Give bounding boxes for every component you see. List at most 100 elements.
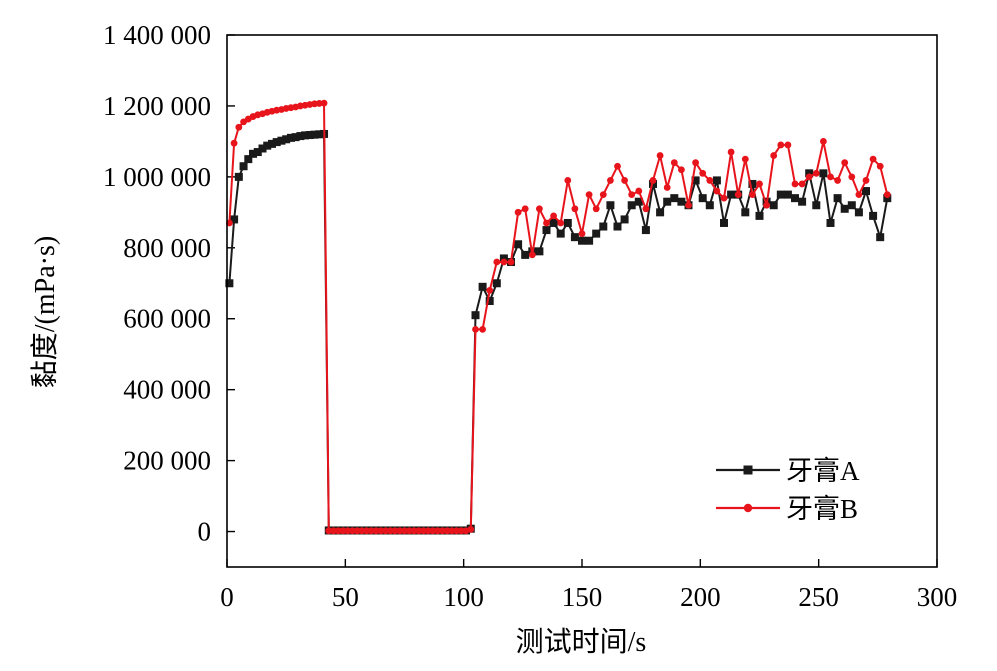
data-point [869, 155, 877, 163]
data-point [627, 201, 636, 210]
data-point [263, 141, 272, 150]
data-point [578, 236, 586, 245]
data-point [272, 138, 281, 147]
data-point [543, 219, 550, 227]
data-point [833, 194, 842, 203]
data-point [763, 201, 770, 209]
data-point [267, 139, 276, 148]
data-point [663, 184, 671, 191]
data-point [472, 325, 479, 333]
series-layer [225, 99, 892, 535]
data-point [805, 169, 814, 178]
data-point [521, 205, 529, 213]
data-point [570, 233, 579, 242]
data-point [320, 99, 328, 107]
data-point [291, 133, 300, 142]
data-point [479, 325, 486, 333]
legend-marker-b [743, 503, 753, 513]
data-point [720, 194, 728, 202]
data-point [685, 201, 692, 209]
x-tick-label: 150 [562, 582, 603, 612]
data-point [749, 191, 756, 199]
data-point [634, 197, 643, 206]
data-point [876, 162, 884, 170]
data-point [420, 527, 427, 535]
data-point [727, 190, 736, 199]
x-axis-label: 测试时间/s [516, 626, 647, 658]
data-point [713, 187, 721, 195]
data-point [349, 527, 356, 535]
data-point [225, 279, 234, 288]
y-tick-label: 1 000 000 [103, 162, 211, 192]
data-point [550, 212, 557, 220]
data-point [869, 211, 878, 220]
series-b [225, 99, 891, 535]
data-point [500, 258, 508, 266]
data-point [769, 201, 778, 210]
data-point [339, 527, 347, 535]
data-point [244, 155, 253, 164]
data-point [805, 173, 813, 181]
data-point [325, 527, 333, 535]
data-point [748, 179, 757, 188]
data-point [841, 159, 849, 167]
data-point [415, 527, 423, 535]
y-tick-label: 600 000 [123, 304, 211, 334]
y-axis-label: 黏度/(mPa·s) [29, 236, 61, 388]
data-point [706, 177, 714, 184]
data-point [310, 130, 319, 139]
data-point [493, 258, 501, 266]
x-tick-label: 0 [220, 582, 234, 612]
data-point [434, 527, 442, 535]
data-point [862, 187, 870, 196]
data-point [727, 148, 735, 156]
data-point [820, 138, 827, 145]
data-point [536, 205, 543, 213]
data-point [234, 172, 243, 181]
y-tick-label: 1 200 000 [103, 91, 211, 121]
data-point [656, 208, 665, 217]
data-point [783, 190, 792, 199]
data-point [621, 177, 628, 184]
data-point [585, 236, 594, 245]
data-point [330, 527, 337, 535]
data-point [691, 176, 700, 185]
data-point [798, 197, 807, 206]
data-point [777, 141, 785, 149]
y-tick-label: 200 000 [123, 446, 211, 476]
data-point [712, 176, 721, 185]
data-point [649, 177, 657, 184]
data-point [564, 177, 572, 184]
data-point [438, 527, 446, 535]
data-point [734, 191, 742, 199]
data-point [230, 215, 239, 224]
data-point [656, 152, 664, 159]
data-point [741, 208, 750, 217]
data-point [301, 131, 310, 140]
data-point [535, 247, 544, 256]
data-point [883, 191, 891, 199]
data-point [401, 527, 408, 535]
data-point [720, 218, 728, 227]
data-point [848, 173, 856, 181]
data-point [382, 527, 389, 535]
data-point [705, 201, 714, 210]
x-tick-label: 100 [443, 582, 484, 612]
data-point [770, 152, 778, 159]
data-point [883, 194, 892, 203]
y-tick-label: 1 400 000 [103, 20, 211, 50]
data-point [876, 233, 885, 242]
plot-frame [226, 34, 938, 568]
data-point [628, 191, 636, 199]
data-point [485, 297, 494, 305]
legend-marker-a [743, 465, 753, 475]
data-point [230, 139, 238, 147]
legend-item-b: 牙膏B [716, 494, 858, 524]
data-point [486, 286, 494, 294]
data-point [613, 222, 622, 231]
data-point [499, 254, 508, 263]
data-point [556, 229, 565, 238]
data-point [670, 194, 679, 203]
data-point [282, 135, 291, 144]
data-point [471, 311, 480, 320]
